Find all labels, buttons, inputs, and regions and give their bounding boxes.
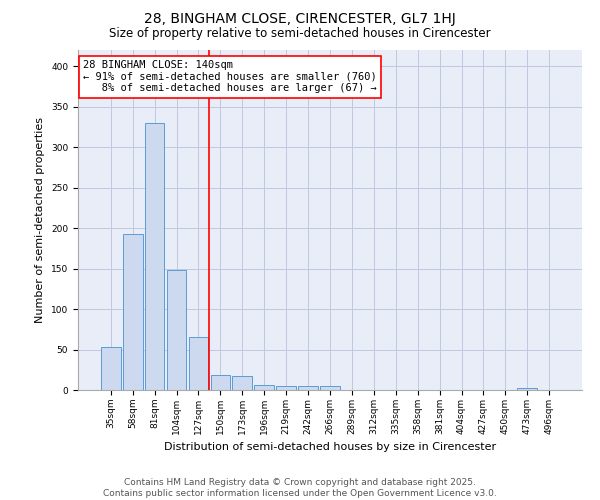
Y-axis label: Number of semi-detached properties: Number of semi-detached properties: [35, 117, 46, 323]
Bar: [517, 388, 537, 390]
Bar: [254, 385, 274, 390]
Bar: [123, 234, 143, 390]
Bar: [167, 270, 187, 390]
Bar: [298, 386, 318, 390]
Text: 28, BINGHAM CLOSE, CIRENCESTER, GL7 1HJ: 28, BINGHAM CLOSE, CIRENCESTER, GL7 1HJ: [144, 12, 456, 26]
Bar: [320, 386, 340, 390]
Text: Size of property relative to semi-detached houses in Cirencester: Size of property relative to semi-detach…: [109, 28, 491, 40]
Bar: [232, 376, 252, 390]
Bar: [101, 347, 121, 390]
Bar: [188, 336, 208, 390]
Text: Contains HM Land Registry data © Crown copyright and database right 2025.
Contai: Contains HM Land Registry data © Crown c…: [103, 478, 497, 498]
X-axis label: Distribution of semi-detached houses by size in Cirencester: Distribution of semi-detached houses by …: [164, 442, 496, 452]
Bar: [145, 123, 164, 390]
Text: 28 BINGHAM CLOSE: 140sqm
← 91% of semi-detached houses are smaller (760)
   8% o: 28 BINGHAM CLOSE: 140sqm ← 91% of semi-d…: [83, 60, 377, 94]
Bar: [211, 376, 230, 390]
Bar: [276, 386, 296, 390]
